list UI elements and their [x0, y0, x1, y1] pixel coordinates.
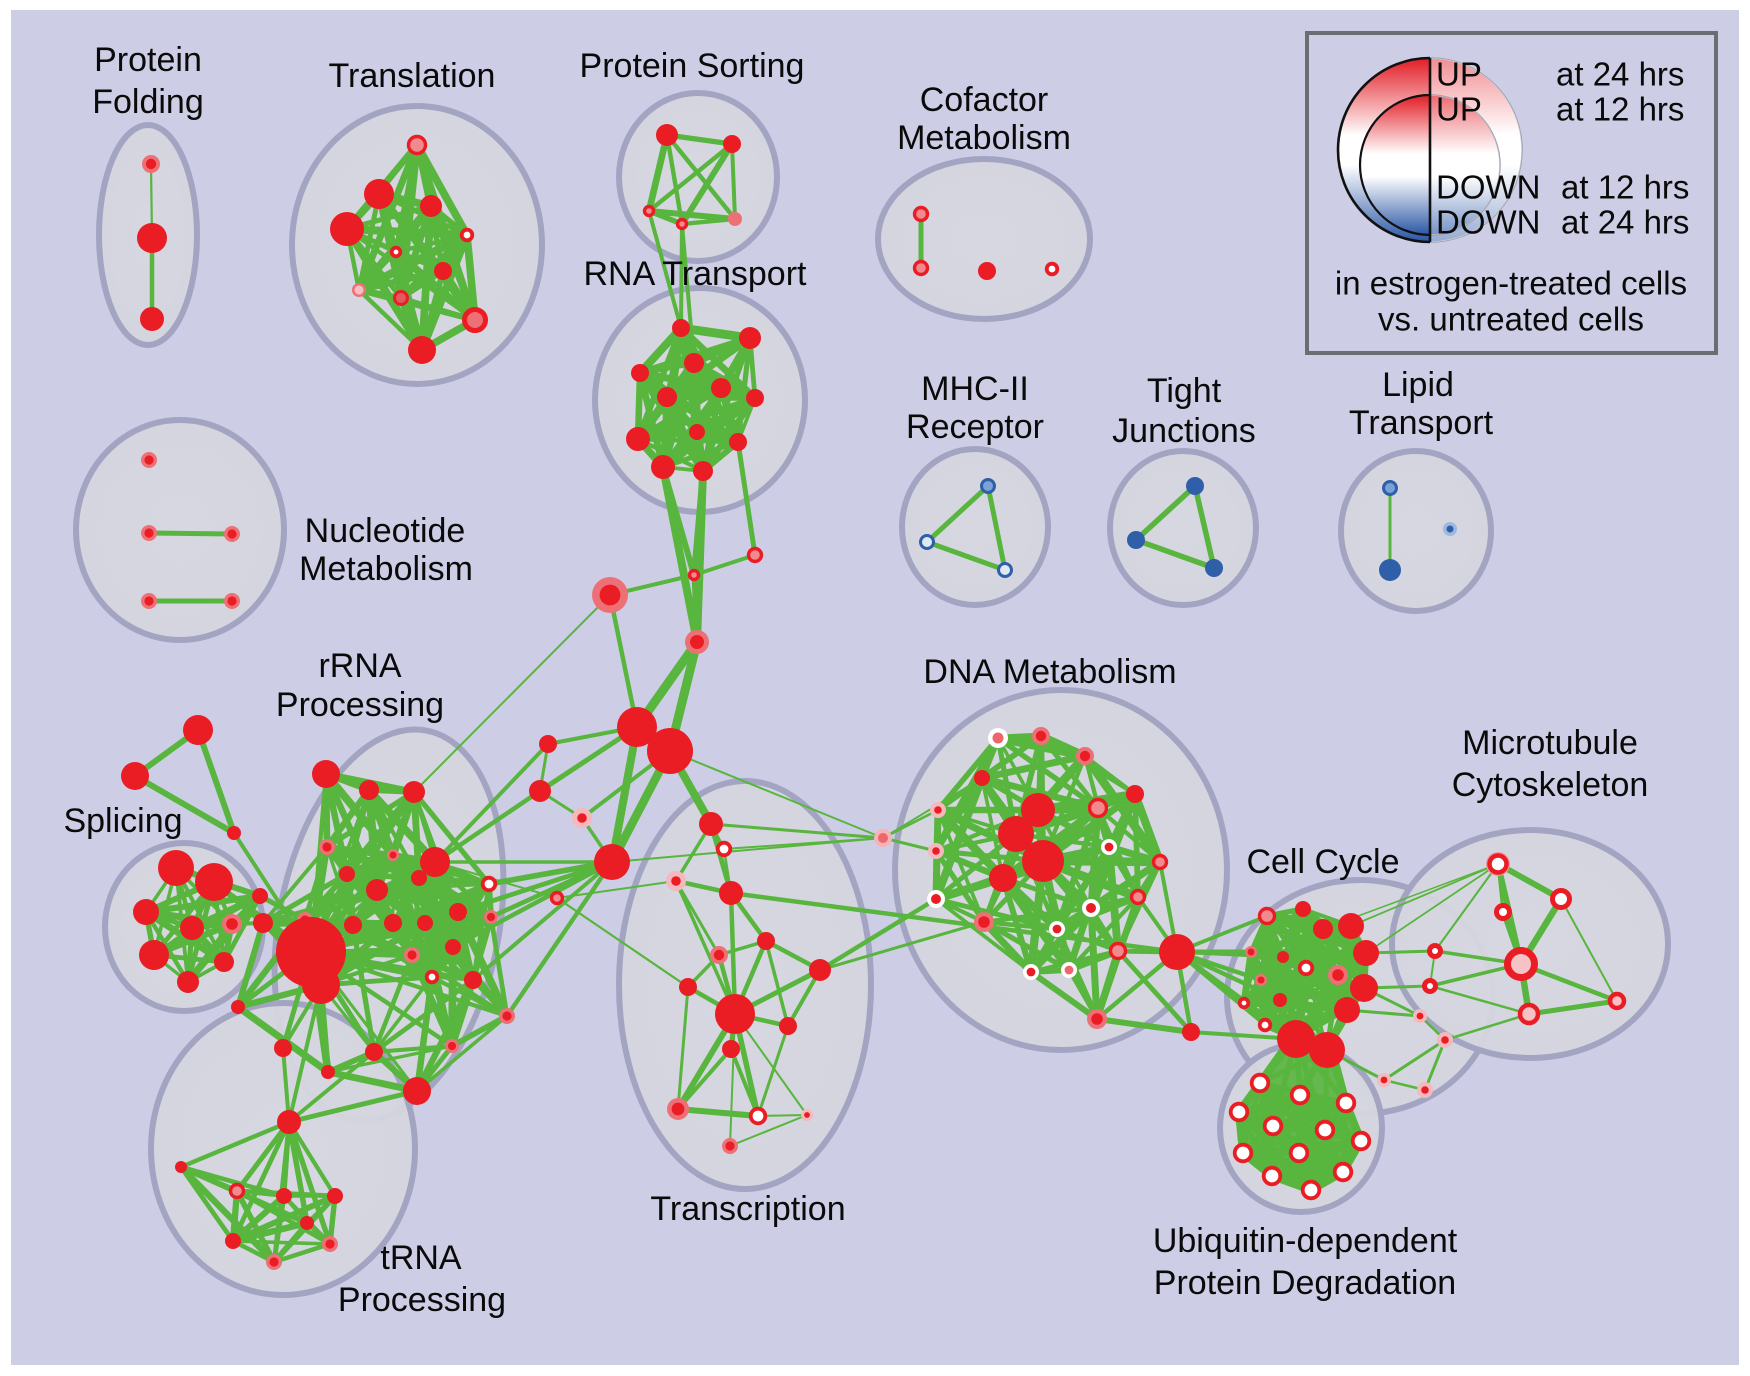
svg-text:Metabolism: Metabolism [897, 119, 1071, 157]
svg-text:Microtubule: Microtubule [1462, 724, 1638, 762]
svg-text:Cytoskeleton: Cytoskeleton [1452, 766, 1649, 804]
svg-text:in estrogen-treated cells: in estrogen-treated cells [1335, 265, 1687, 302]
svg-text:at 12 hrs: at 12 hrs [1556, 91, 1684, 128]
svg-text:Splicing: Splicing [63, 802, 182, 840]
svg-text:Protein Sorting: Protein Sorting [580, 47, 805, 85]
svg-text:Junctions: Junctions [1112, 412, 1256, 450]
svg-text:Tight: Tight [1147, 372, 1222, 410]
svg-text:Processing: Processing [338, 1281, 506, 1319]
svg-text:at 12 hrs: at 12 hrs [1561, 169, 1689, 206]
svg-text:Receptor: Receptor [906, 408, 1044, 446]
svg-text:rRNA: rRNA [318, 647, 401, 685]
svg-text:Cofactor: Cofactor [920, 81, 1049, 119]
svg-text:Processing: Processing [276, 686, 444, 724]
svg-text:DOWN: DOWN [1436, 204, 1540, 241]
svg-text:Metabolism: Metabolism [299, 550, 473, 588]
svg-text:vs. untreated cells: vs. untreated cells [1378, 301, 1644, 338]
svg-text:Transcription: Transcription [650, 1190, 845, 1228]
svg-text:Lipid: Lipid [1382, 366, 1454, 404]
svg-text:Protein Degradation: Protein Degradation [1154, 1264, 1456, 1302]
svg-text:UP: UP [1436, 91, 1482, 128]
svg-text:Cell Cycle: Cell Cycle [1246, 843, 1399, 881]
svg-text:RNA Transport: RNA Transport [584, 255, 808, 293]
svg-text:UP: UP [1436, 56, 1482, 93]
svg-text:Nucleotide: Nucleotide [305, 512, 466, 550]
svg-text:DNA Metabolism: DNA Metabolism [923, 653, 1176, 691]
svg-text:DOWN: DOWN [1436, 169, 1540, 206]
svg-text:Protein: Protein [94, 41, 202, 79]
svg-text:Ubiquitin-dependent: Ubiquitin-dependent [1153, 1222, 1458, 1260]
svg-text:tRNA: tRNA [380, 1239, 462, 1277]
svg-text:MHC-II: MHC-II [921, 370, 1029, 408]
svg-text:Folding: Folding [92, 83, 204, 121]
svg-text:Translation: Translation [329, 57, 496, 95]
svg-text:at 24 hrs: at 24 hrs [1561, 204, 1689, 241]
svg-text:at 24 hrs: at 24 hrs [1556, 56, 1684, 93]
svg-text:Transport: Transport [1349, 404, 1494, 442]
